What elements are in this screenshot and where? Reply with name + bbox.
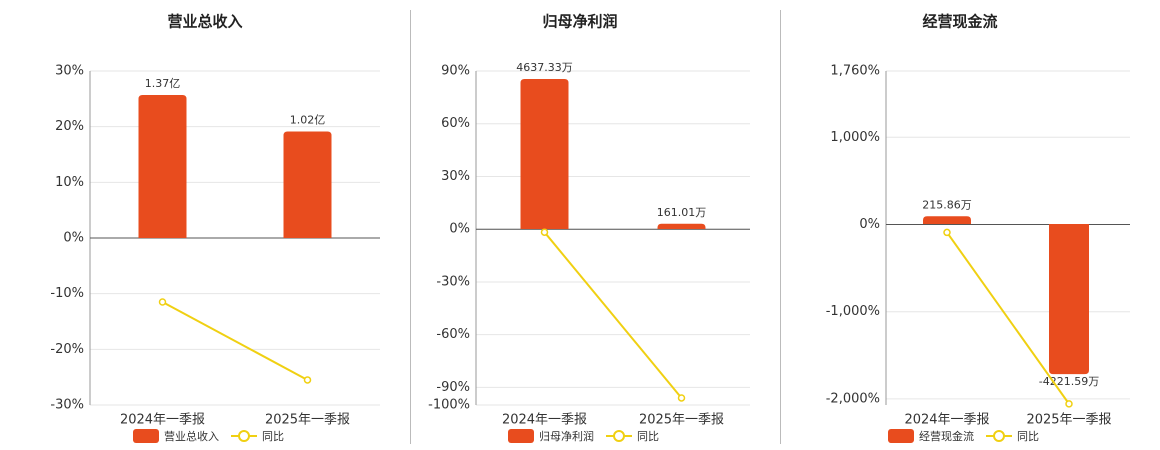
legend-label: 同比 <box>262 430 284 443</box>
legend-swatch <box>238 430 250 442</box>
line <box>946 231 1070 405</box>
y-tick-label: 0% <box>63 231 84 246</box>
y-tick-label: -30% <box>50 398 84 413</box>
value-label: 161.01万 <box>657 206 707 219</box>
x-tick-label: 2025年一季报 <box>265 413 350 428</box>
x-tick-label: 2024年一季报 <box>120 413 205 428</box>
y-tick-label: -30% <box>436 274 470 289</box>
bar <box>138 95 187 238</box>
y-tick-label: 30% <box>441 169 470 184</box>
bar <box>657 223 706 230</box>
value-label: 215.86万 <box>922 198 972 211</box>
line <box>162 301 308 381</box>
line-point <box>540 228 549 236</box>
value-label: 1.02亿 <box>290 114 326 127</box>
value-label: -4221.59万 <box>1039 375 1099 388</box>
y-tick-label: -90% <box>436 380 470 395</box>
y-tick-label: 30% <box>55 64 84 79</box>
y-tick-label: 90% <box>441 64 470 79</box>
bar <box>1049 223 1089 375</box>
y-tick-label: -2,000% <box>826 391 880 406</box>
y-tick-label: -100% <box>428 398 470 413</box>
line-point <box>943 228 951 237</box>
y-tick-label: -10% <box>50 286 84 301</box>
value-label: 1.37亿 <box>145 77 181 90</box>
legend-swatch <box>993 430 1005 442</box>
line-point <box>158 298 167 306</box>
y-tick-label: 0% <box>449 222 470 237</box>
legend-swatch <box>613 430 625 442</box>
legend-label: 经营现金流 <box>919 429 974 443</box>
y-tick-label: 10% <box>55 175 84 190</box>
line <box>543 231 683 399</box>
x-tick-label: 2024年一季报 <box>904 413 989 428</box>
chart-title: 经营现金流 <box>922 13 997 31</box>
line-point <box>677 394 686 402</box>
line-point <box>1065 400 1073 408</box>
bar <box>520 78 569 230</box>
chart-title: 营业总收入 <box>167 13 242 31</box>
x-tick-label: 2025年一季报 <box>1026 413 1111 428</box>
y-tick-label: 0% <box>859 217 880 232</box>
y-tick-label: 1,000% <box>830 130 880 145</box>
value-label: 4637.33万 <box>516 61 573 74</box>
x-tick-label: 2025年一季报 <box>639 413 724 428</box>
y-tick-label: 20% <box>55 119 84 134</box>
y-tick-label: 1,760% <box>830 64 880 79</box>
legend-label: 营业总收入 <box>164 429 219 443</box>
y-tick-label: -20% <box>50 342 84 357</box>
chart-title: 归母净利润 <box>542 13 617 31</box>
legend-swatch <box>508 429 534 443</box>
bar <box>283 131 332 238</box>
line-point <box>303 376 312 384</box>
y-tick-label: -1,000% <box>826 304 880 319</box>
x-tick-label: 2024年一季报 <box>502 413 587 428</box>
legend-swatch <box>888 429 914 443</box>
legend-label: 同比 <box>1017 430 1039 443</box>
legend-label: 同比 <box>637 430 659 443</box>
legend-swatch <box>133 429 159 443</box>
y-tick-label: -60% <box>436 327 470 342</box>
bar <box>923 216 971 224</box>
legend-label: 归母净利润 <box>539 429 594 443</box>
y-tick-label: 60% <box>441 116 470 131</box>
